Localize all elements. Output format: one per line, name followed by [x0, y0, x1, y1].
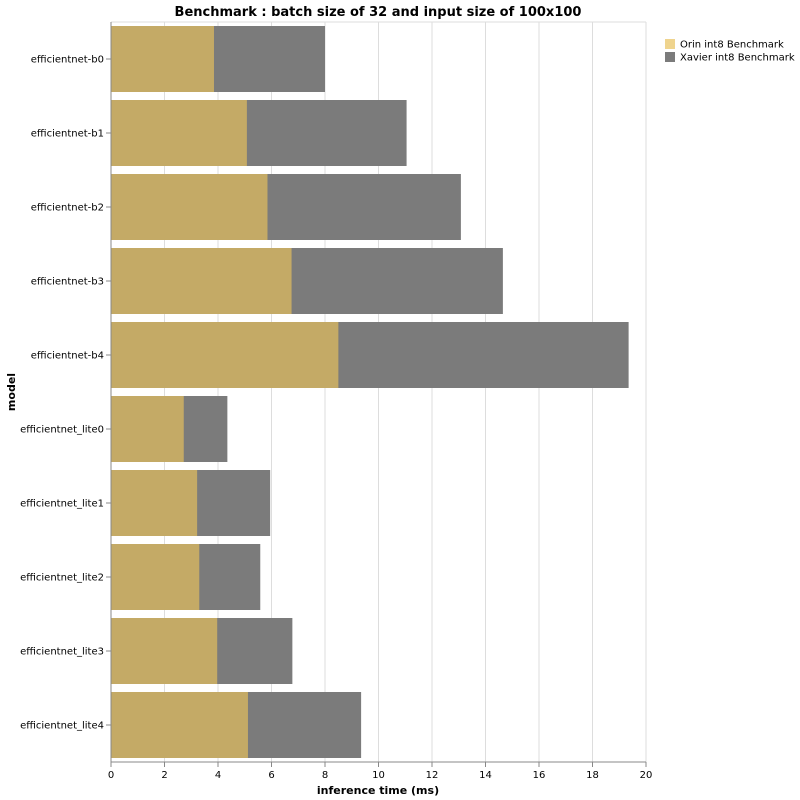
chart-title: Benchmark : batch size of 32 and input s…: [175, 5, 582, 20]
x-tick-label: 14: [479, 770, 492, 781]
x-axis-title: inference time (ms): [317, 784, 439, 797]
legend-label: Xavier int8 Benchmark: [680, 53, 795, 64]
legend-label: Orin int8 Benchmark: [680, 40, 784, 51]
x-tick-label: 12: [426, 770, 439, 781]
legend: Orin int8 Benchmark Xavier int8 Benchmark: [665, 39, 795, 64]
legend-swatch: [665, 39, 675, 49]
y-axis-title: model: [5, 373, 18, 411]
y-axis-ticks: efficientnet-b0 efficientnet-b1 efficientn…: [20, 55, 111, 732]
y-tick-label: efficientnet_lite0: [20, 425, 104, 436]
x-tick-label: 2: [161, 770, 167, 781]
bar-orin: [111, 470, 198, 536]
y-tick-label: efficientnet-b1: [31, 129, 104, 140]
bar-orin: [111, 100, 247, 166]
bars: [111, 26, 629, 758]
y-tick-label: efficientnet-b2: [31, 203, 104, 214]
x-tick-label: 16: [533, 770, 546, 781]
x-tick-label: 8: [322, 770, 328, 781]
legend-swatch: [665, 52, 675, 62]
x-axis-ticks: 0 2 4 6 8 10 12 14 16 18 20: [108, 762, 653, 781]
bar-orin: [111, 248, 292, 314]
x-tick-label: 18: [586, 770, 599, 781]
x-tick-label: 4: [215, 770, 221, 781]
bar-orin: [111, 544, 200, 610]
y-tick-label: efficientnet-b0: [31, 55, 104, 66]
y-tick-label: efficientnet_lite4: [20, 721, 104, 732]
x-tick-label: 0: [108, 770, 114, 781]
y-tick-label: efficientnet-b3: [31, 277, 104, 288]
bar-orin: [111, 692, 248, 758]
bar-orin: [111, 174, 268, 240]
y-tick-label: efficientnet-b4: [31, 351, 104, 362]
x-tick-label: 6: [268, 770, 274, 781]
bar-orin: [111, 618, 218, 684]
bar-orin: [111, 396, 184, 462]
x-tick-label: 20: [640, 770, 653, 781]
y-tick-label: efficientnet_lite1: [20, 499, 104, 510]
bar-orin: [111, 322, 339, 388]
x-tick-label: 10: [372, 770, 385, 781]
y-tick-label: efficientnet_lite3: [20, 647, 104, 658]
y-tick-label: efficientnet_lite2: [20, 573, 104, 584]
bar-orin: [111, 26, 214, 92]
